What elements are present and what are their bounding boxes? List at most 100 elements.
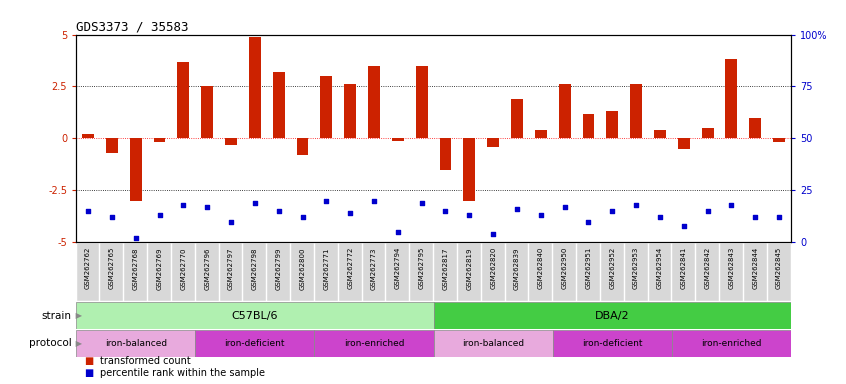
- Text: GSM262773: GSM262773: [371, 247, 377, 290]
- Point: [510, 206, 524, 212]
- Point: [391, 229, 404, 235]
- Point: [153, 212, 167, 218]
- FancyBboxPatch shape: [673, 243, 695, 301]
- FancyBboxPatch shape: [195, 243, 218, 301]
- Point: [772, 214, 786, 220]
- Bar: [368, 66, 380, 138]
- Bar: [583, 114, 595, 138]
- Point: [177, 202, 190, 208]
- Bar: [726, 60, 738, 138]
- Point: [439, 208, 453, 214]
- Bar: [535, 130, 547, 138]
- Text: GSM262820: GSM262820: [490, 247, 496, 290]
- Point: [700, 208, 714, 214]
- Point: [629, 202, 643, 208]
- Text: iron-balanced: iron-balanced: [105, 339, 167, 348]
- Text: GSM262798: GSM262798: [252, 247, 258, 290]
- FancyBboxPatch shape: [148, 243, 171, 301]
- Text: GSM262768: GSM262768: [133, 247, 139, 290]
- Point: [534, 212, 547, 218]
- Text: GSM262762: GSM262762: [85, 247, 91, 290]
- Point: [725, 202, 739, 208]
- Text: iron-balanced: iron-balanced: [462, 339, 525, 348]
- FancyBboxPatch shape: [481, 243, 504, 301]
- Bar: [701, 128, 713, 138]
- Bar: [440, 138, 452, 170]
- Text: GSM262794: GSM262794: [395, 247, 401, 290]
- Text: iron-enriched: iron-enriched: [701, 339, 761, 348]
- FancyBboxPatch shape: [172, 243, 195, 301]
- Bar: [773, 138, 785, 142]
- Text: iron-enriched: iron-enriched: [343, 339, 404, 348]
- Point: [201, 204, 214, 210]
- Text: GSM262796: GSM262796: [204, 247, 210, 290]
- FancyBboxPatch shape: [720, 243, 743, 301]
- Text: GSM262844: GSM262844: [752, 247, 758, 289]
- Bar: [201, 86, 213, 138]
- Point: [272, 208, 285, 214]
- Text: GSM262795: GSM262795: [419, 247, 425, 290]
- Text: iron-deficient: iron-deficient: [224, 339, 285, 348]
- Point: [224, 218, 238, 225]
- Bar: [415, 66, 427, 138]
- FancyBboxPatch shape: [530, 243, 552, 301]
- Bar: [750, 118, 761, 138]
- Point: [606, 208, 619, 214]
- Bar: [607, 111, 618, 138]
- Bar: [654, 130, 666, 138]
- Text: strain: strain: [42, 311, 72, 321]
- FancyBboxPatch shape: [220, 243, 243, 301]
- Bar: [249, 36, 261, 138]
- Bar: [315, 330, 434, 357]
- Point: [486, 231, 500, 237]
- Text: GSM262800: GSM262800: [299, 247, 305, 290]
- Bar: [195, 330, 315, 357]
- Point: [653, 214, 667, 220]
- Bar: [272, 72, 284, 138]
- Bar: [434, 302, 791, 329]
- Point: [81, 208, 95, 214]
- Point: [129, 235, 142, 241]
- Text: GSM262839: GSM262839: [514, 247, 520, 290]
- Text: GSM262819: GSM262819: [466, 247, 472, 290]
- Text: GSM262845: GSM262845: [776, 247, 782, 289]
- Point: [367, 198, 381, 204]
- Text: GSM262952: GSM262952: [609, 247, 615, 289]
- FancyBboxPatch shape: [267, 243, 290, 301]
- Point: [749, 214, 762, 220]
- Text: ■: ■: [85, 356, 94, 366]
- Text: GSM262950: GSM262950: [562, 247, 568, 290]
- Point: [248, 200, 261, 206]
- Point: [296, 214, 310, 220]
- Text: ▶: ▶: [73, 311, 82, 320]
- Text: GDS3373 / 35583: GDS3373 / 35583: [76, 20, 189, 33]
- Point: [343, 210, 357, 216]
- Text: DBA/2: DBA/2: [595, 311, 629, 321]
- Bar: [487, 138, 499, 147]
- FancyBboxPatch shape: [577, 243, 600, 301]
- FancyBboxPatch shape: [338, 243, 361, 301]
- FancyBboxPatch shape: [458, 243, 481, 301]
- FancyBboxPatch shape: [244, 243, 266, 301]
- Bar: [225, 138, 237, 145]
- Text: GSM262842: GSM262842: [705, 247, 711, 289]
- Text: GSM262817: GSM262817: [442, 247, 448, 290]
- Point: [582, 218, 596, 225]
- Text: GSM262772: GSM262772: [347, 247, 353, 290]
- FancyBboxPatch shape: [624, 243, 647, 301]
- Point: [105, 214, 118, 220]
- Text: protocol: protocol: [29, 338, 72, 348]
- Text: GSM262770: GSM262770: [180, 247, 186, 290]
- Point: [677, 223, 690, 229]
- Bar: [76, 330, 195, 357]
- Bar: [76, 302, 433, 329]
- Bar: [434, 330, 552, 357]
- Text: GSM262840: GSM262840: [538, 247, 544, 290]
- Text: iron-deficient: iron-deficient: [582, 339, 643, 348]
- FancyBboxPatch shape: [649, 243, 672, 301]
- Bar: [678, 138, 689, 149]
- Text: GSM262797: GSM262797: [228, 247, 234, 290]
- Text: transformed count: transformed count: [100, 356, 190, 366]
- Bar: [129, 138, 141, 201]
- Point: [558, 204, 571, 210]
